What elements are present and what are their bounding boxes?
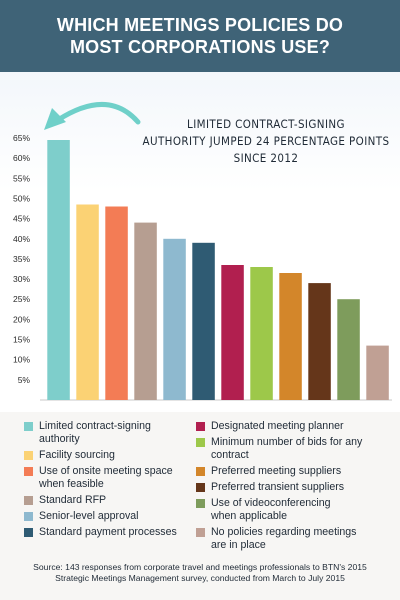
legend-item: Facility sourcing bbox=[24, 449, 194, 462]
bar-9 bbox=[279, 273, 302, 400]
legend-item: Standard payment processes bbox=[24, 526, 194, 539]
bar-10 bbox=[308, 283, 331, 400]
legend-item: Use of videoconferencing when applicable bbox=[196, 497, 400, 523]
legend-label: Use of onsite meeting space when feasibl… bbox=[39, 465, 173, 490]
legend-item: Preferred transient suppliers bbox=[196, 481, 400, 494]
y-tick-label: 25% bbox=[13, 294, 30, 304]
legend-label: Facility sourcing bbox=[39, 449, 115, 461]
legend-label: Preferred meeting suppliers bbox=[211, 465, 342, 477]
legend-swatch bbox=[24, 422, 33, 431]
legend-column-left: Limited contract-signing authority Facili… bbox=[24, 420, 194, 542]
legend-swatch bbox=[24, 467, 33, 476]
bar-1 bbox=[47, 140, 70, 400]
y-tick-label: 30% bbox=[13, 274, 30, 284]
bar-11 bbox=[337, 299, 360, 400]
legend-label: Standard payment processes bbox=[39, 526, 177, 538]
bar-7 bbox=[221, 265, 244, 400]
legend-label: No policies regarding meetings are in pl… bbox=[211, 526, 357, 551]
legend-item: Preferred meeting suppliers bbox=[196, 465, 400, 478]
legend-item: Minimum number of bids for any contract bbox=[196, 436, 400, 462]
legend-label: Limited contract-signing authority bbox=[39, 420, 151, 445]
source-line-1: Source: 143 responses from corporate tra… bbox=[33, 562, 367, 572]
y-tick-label: 55% bbox=[13, 173, 30, 183]
bar-5 bbox=[163, 238, 186, 400]
bar-12 bbox=[366, 345, 389, 400]
y-tick-label: 45% bbox=[13, 214, 30, 224]
legend-label: Minimum number of bids for any contract bbox=[211, 436, 363, 461]
legend-swatch bbox=[196, 438, 205, 447]
chart-legend: Limited contract-signing authority Facili… bbox=[24, 420, 400, 560]
y-tick-label: 5% bbox=[18, 375, 31, 385]
bar-8 bbox=[250, 267, 273, 400]
source-line-2: Strategic Meetings Management survey, co… bbox=[55, 573, 345, 583]
y-tick-label: 50% bbox=[13, 193, 30, 203]
legend-item: Standard RFP bbox=[24, 494, 194, 507]
legend-swatch bbox=[196, 422, 205, 431]
bar-chart: 5% 10% 15% 20% 25% 30% 35% 40% 45% 50% 55% 60% 65% bbox=[13, 102, 392, 401]
legend-label: Designated meeting planner bbox=[211, 420, 344, 432]
y-tick-label: 20% bbox=[13, 314, 30, 324]
source-note: Source: 143 responses from corporate tra… bbox=[0, 562, 400, 584]
legend-swatch bbox=[196, 499, 205, 508]
legend-swatch bbox=[24, 451, 33, 460]
legend-label: Use of videoconferencing when applicable bbox=[211, 497, 331, 522]
legend-item: Limited contract-signing authority bbox=[24, 420, 194, 446]
header-banner: WHICH MEETINGS POLICIES DO MOST CORPORAT… bbox=[0, 0, 400, 72]
chart-area: 5% 10% 15% 20% 25% 30% 35% 40% 45% 50% 55% 60% 65% bbox=[0, 72, 400, 412]
legend-swatch bbox=[24, 528, 33, 537]
bar-3 bbox=[105, 206, 128, 400]
legend-swatch bbox=[24, 512, 33, 521]
legend-item: Use of onsite meeting space when feasibl… bbox=[24, 465, 194, 491]
legend-label: Standard RFP bbox=[39, 494, 107, 506]
legend-swatch bbox=[196, 467, 205, 476]
y-tick-label: 65% bbox=[13, 133, 30, 143]
legend-column-right: Designated meeting planner Minimum number… bbox=[196, 420, 400, 555]
legend-swatch bbox=[196, 528, 205, 537]
bar-2 bbox=[76, 204, 99, 400]
legend-swatch bbox=[196, 483, 205, 492]
legend-swatch bbox=[24, 496, 33, 505]
y-tick-label: 35% bbox=[13, 254, 30, 264]
y-tick-label: 60% bbox=[13, 153, 30, 163]
page-title: WHICH MEETINGS POLICIES DO MOST CORPORAT… bbox=[56, 15, 344, 57]
bar-6 bbox=[192, 242, 215, 400]
legend-item: Senior-level approval bbox=[24, 510, 194, 523]
legend-item: Designated meeting planner bbox=[196, 420, 400, 433]
annotation-arrow bbox=[55, 102, 141, 125]
legend-label: Preferred transient suppliers bbox=[211, 481, 345, 493]
legend-label: Senior-level approval bbox=[39, 510, 139, 522]
y-tick-label: 10% bbox=[13, 355, 30, 365]
annotation-arrow-head bbox=[44, 108, 66, 130]
y-tick-label: 40% bbox=[13, 234, 30, 244]
y-tick-label: 15% bbox=[13, 335, 30, 345]
legend-item: No policies regarding meetings are in pl… bbox=[196, 526, 400, 552]
bar-4 bbox=[134, 222, 157, 400]
chart-annotation: LIMITED CONTRACT-SIGNING AUTHORITY JUMPE… bbox=[142, 117, 390, 165]
